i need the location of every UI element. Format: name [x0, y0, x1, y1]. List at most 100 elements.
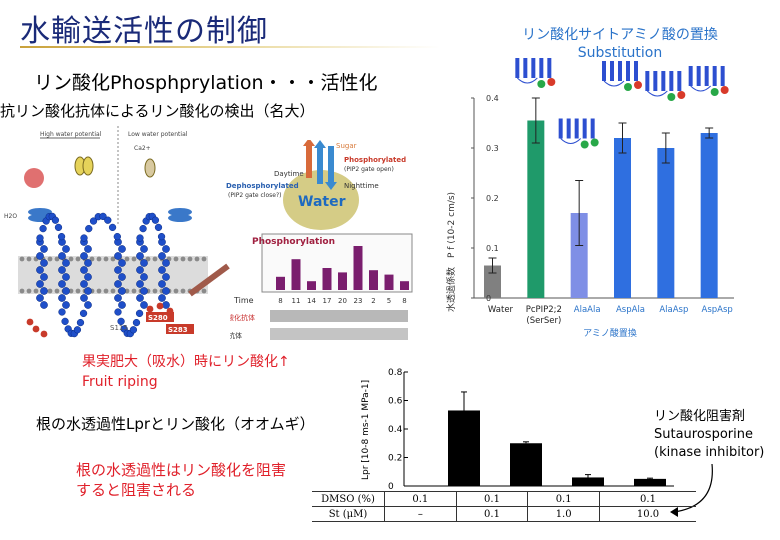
- residue: [58, 252, 66, 260]
- chart1-category-label: AlaAla: [574, 305, 601, 315]
- phosphorylation-bar: [400, 281, 409, 290]
- residue: [132, 318, 141, 327]
- time-tick: 17: [323, 297, 332, 305]
- phosphorylation-bar: [384, 274, 394, 290]
- residue: [62, 245, 70, 253]
- lipid-head: [54, 256, 60, 262]
- topology-site: [547, 78, 556, 86]
- chart1-tick-label: 0.1: [486, 244, 499, 253]
- chart2-bars: [448, 391, 666, 486]
- topology-loop: [516, 77, 538, 84]
- site-s280-label: S280: [148, 314, 168, 322]
- topology-helix: [610, 61, 614, 81]
- residue: [118, 273, 126, 281]
- lipid-head: [187, 256, 193, 262]
- residue: [58, 280, 66, 288]
- topology-helix: [626, 61, 630, 81]
- topology-helix: [634, 61, 638, 81]
- residue: [154, 223, 163, 232]
- substitution-title-jp: リン酸化サイトアミノ酸の置換: [522, 27, 718, 43]
- residue: [73, 326, 82, 334]
- residue: [89, 217, 98, 225]
- residue: [162, 259, 170, 267]
- residue: [113, 232, 121, 241]
- chart2-tick-label: 0.8: [388, 368, 403, 378]
- fruit-sphere: [283, 170, 359, 230]
- st-cell: –: [384, 506, 457, 522]
- daytime-label: Daytime: [274, 170, 304, 178]
- fruit-note-jp: 果実肥大（吸水）時にリン酸化↑: [82, 354, 290, 370]
- gel-row2-label: 抗PIP2抗体: [230, 331, 242, 340]
- residue: [140, 301, 148, 309]
- phosphorylation-bar: [338, 272, 347, 290]
- residue: [40, 273, 48, 281]
- residue: [140, 273, 148, 281]
- residue: [40, 301, 48, 309]
- residue: [158, 294, 166, 302]
- inhibitor-note-line3: (kinase inhibitor): [654, 445, 765, 460]
- chart1-bars: [484, 97, 718, 298]
- chart1-y-ticks: 0 0.1 0.2 0.3 0.4: [471, 94, 499, 303]
- residue: [118, 245, 126, 253]
- topology-loop: [603, 80, 625, 87]
- lipid-head: [47, 288, 53, 294]
- time-tick: 11: [292, 297, 301, 305]
- lipid-head: [68, 256, 74, 262]
- st-cell: 10.0: [598, 506, 696, 522]
- lipid-head: [103, 256, 109, 262]
- phosphorylation-bar: [353, 246, 363, 290]
- topology-site: [677, 91, 686, 99]
- topology-loop: [690, 85, 712, 92]
- chart2-tick-label: 0.4: [388, 425, 403, 435]
- residue: [117, 317, 125, 326]
- residue: [80, 266, 88, 274]
- topology-helix: [515, 58, 520, 78]
- residue: [36, 234, 44, 242]
- chart1-bar: [484, 265, 501, 298]
- topology-site: [624, 83, 632, 91]
- residue: [61, 317, 69, 326]
- topology-helix: [688, 66, 693, 86]
- lipid-head: [131, 256, 137, 262]
- h2o-label: H2O: [4, 213, 17, 220]
- residue: [84, 245, 92, 253]
- chart1-category-label: AlaAsp: [659, 305, 688, 315]
- lipid-head: [103, 288, 109, 294]
- st-cell: 1.0: [527, 506, 600, 522]
- lipid-head: [19, 256, 25, 262]
- lipid-head: [75, 256, 81, 262]
- topology-helix: [602, 61, 606, 81]
- topology-site: [537, 80, 546, 88]
- dmso-cell: 0.1: [598, 491, 696, 507]
- lipid-head: [110, 288, 116, 294]
- residue: [135, 309, 144, 318]
- residue: [58, 308, 66, 316]
- residue: [104, 216, 112, 224]
- chart1-bar: [700, 133, 718, 298]
- residue: [57, 232, 66, 241]
- residue: [62, 259, 70, 267]
- dmso-cell: 0.1: [527, 491, 600, 507]
- chart1-bar: [570, 213, 588, 298]
- time-tick: 8: [402, 297, 406, 305]
- root-lpr-heading: 根の水透過性Lprとリン酸化（オオムギ）: [36, 415, 315, 433]
- c-terminal-tail: [188, 263, 230, 297]
- lipid-head: [152, 288, 158, 294]
- residue: [114, 294, 122, 302]
- time-tick: 23: [354, 297, 363, 305]
- residue: [140, 287, 148, 295]
- lipid-head: [180, 288, 186, 294]
- time-tick: 20: [338, 297, 347, 305]
- residue: [114, 308, 122, 316]
- residue: [62, 301, 70, 309]
- residue: [99, 212, 107, 221]
- topology-helix: [618, 61, 622, 81]
- lipid-head: [19, 288, 25, 294]
- topology-site: [590, 138, 599, 147]
- residue: [84, 301, 92, 309]
- inhibitor-note-line2: Sutaurosporine: [654, 427, 753, 442]
- residue: [136, 294, 144, 302]
- topology-helix: [712, 66, 717, 86]
- chart2-tick-label: 0.2: [388, 454, 402, 464]
- residue: [40, 245, 48, 253]
